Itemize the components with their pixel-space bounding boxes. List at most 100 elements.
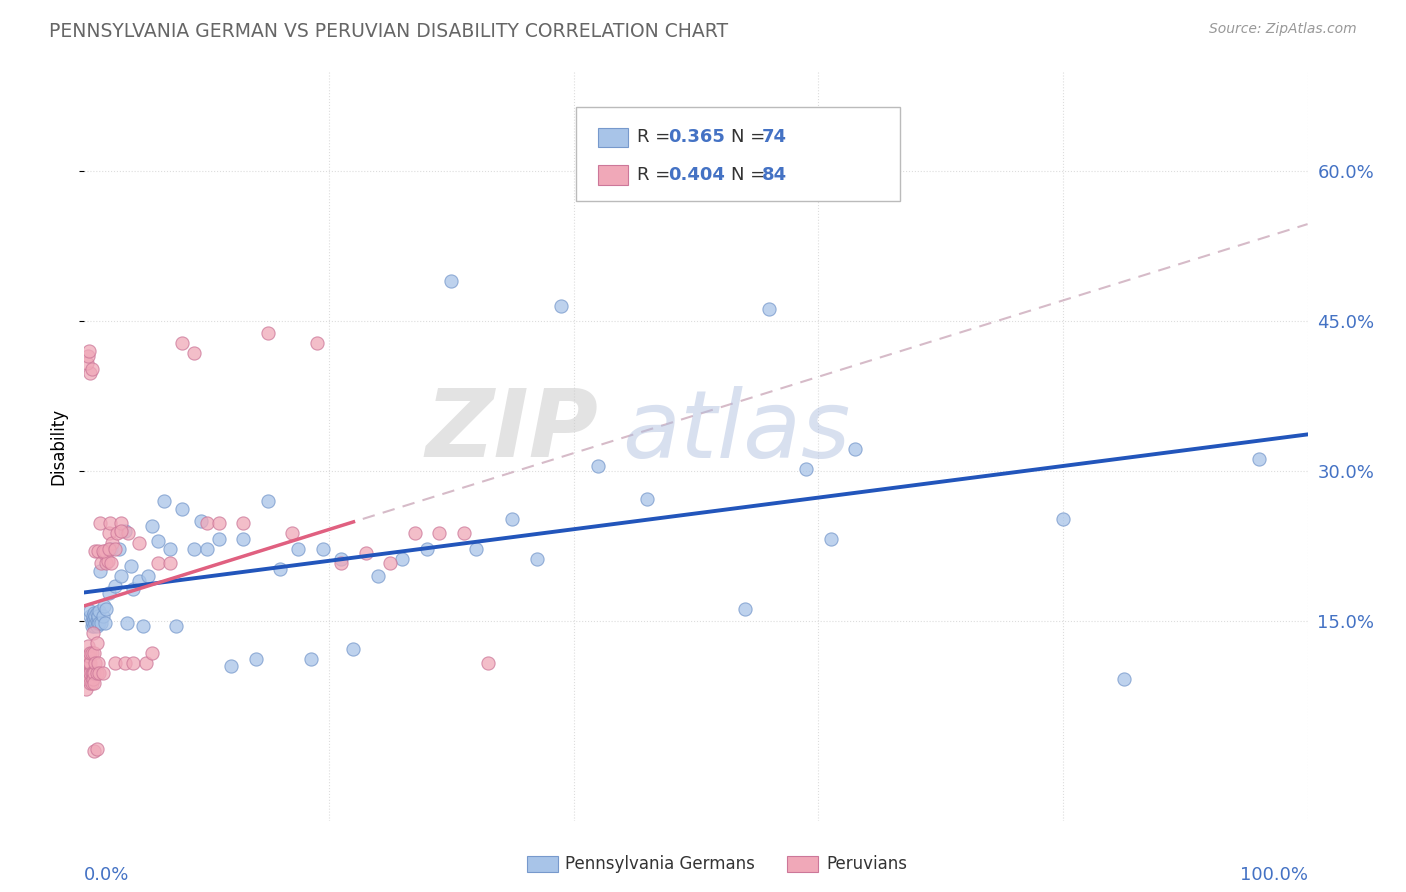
Point (87, 615, 110, 630)
Point (75, 669, 97, 683)
Point (128, 574, 150, 588)
Point (104, 579, 127, 593)
Point (257, 326, 280, 340)
Point (183, 346, 205, 360)
Point (440, 274, 463, 288)
Point (86, 619, 108, 633)
Point (77, 672, 100, 686)
Point (83, 675, 105, 690)
Point (79, 665, 101, 680)
Point (86, 606, 108, 620)
Point (758, 302, 780, 317)
Point (80, 619, 103, 633)
Point (219, 658, 242, 673)
Point (354, 546, 377, 560)
Point (77, 658, 100, 673)
Point (153, 494, 176, 508)
Point (77, 665, 100, 680)
Point (76, 665, 98, 680)
Point (79, 675, 101, 690)
Point (844, 442, 866, 456)
Point (96, 556, 118, 570)
Point (83, 665, 105, 680)
Point (76, 356, 98, 370)
Point (87, 544, 110, 558)
Point (79, 608, 101, 623)
Point (380, 556, 402, 570)
Point (82, 625, 104, 640)
Point (77, 648, 100, 663)
Point (453, 525, 475, 540)
Point (84, 615, 107, 630)
Point (159, 541, 181, 556)
Point (257, 494, 280, 508)
Point (136, 569, 159, 583)
Text: Peruvians: Peruvians (827, 855, 908, 873)
Point (89, 516, 111, 530)
Point (80, 665, 103, 680)
Point (79, 656, 101, 670)
Point (132, 619, 155, 633)
Point (135, 656, 157, 670)
Point (82, 665, 104, 680)
Point (104, 541, 127, 556)
Point (86, 636, 108, 650)
Point (79, 646, 101, 660)
Text: N =: N = (731, 166, 770, 184)
Point (120, 558, 142, 573)
Point (89, 564, 111, 578)
Point (404, 525, 426, 540)
Point (208, 516, 231, 530)
Point (96, 602, 118, 616)
Text: N =: N = (731, 128, 770, 146)
Text: 84: 84 (762, 166, 787, 184)
Point (794, 462, 817, 476)
Point (77, 648, 100, 663)
Point (190, 514, 212, 528)
Point (141, 646, 163, 660)
Point (87, 604, 110, 618)
Point (107, 541, 129, 556)
Point (84, 544, 107, 558)
Point (477, 656, 499, 670)
Point (281, 525, 304, 540)
Point (82, 672, 104, 686)
Point (342, 641, 364, 656)
Point (232, 516, 254, 530)
Point (114, 656, 136, 670)
Point (77, 639, 100, 653)
Point (86, 741, 108, 756)
Point (97, 541, 120, 556)
Point (305, 336, 328, 351)
Point (122, 656, 145, 670)
Point (86, 614, 108, 628)
Point (287, 541, 309, 556)
Point (208, 532, 231, 546)
Text: 74: 74 (762, 128, 787, 146)
Text: ZIP: ZIP (425, 385, 598, 477)
Text: 0.365: 0.365 (668, 128, 724, 146)
Point (80, 614, 103, 628)
Point (84, 656, 107, 670)
Point (94, 544, 117, 558)
Point (269, 562, 291, 576)
Point (100, 541, 122, 556)
Point (98, 516, 121, 530)
Point (550, 299, 572, 313)
Point (734, 602, 756, 616)
Point (97, 586, 120, 600)
Point (93, 599, 115, 613)
Point (80, 675, 103, 690)
Point (79, 604, 101, 618)
Point (87, 656, 110, 670)
Text: 0.404: 0.404 (668, 166, 724, 184)
Point (90, 556, 112, 570)
Point (195, 541, 218, 556)
Point (502, 512, 524, 526)
Point (87, 665, 110, 680)
Text: R =: R = (637, 166, 676, 184)
Point (1052, 512, 1074, 526)
Point (84, 608, 107, 623)
Text: atlas: atlas (623, 385, 851, 476)
Text: Pennsylvania Germans: Pennsylvania Germans (565, 855, 755, 873)
